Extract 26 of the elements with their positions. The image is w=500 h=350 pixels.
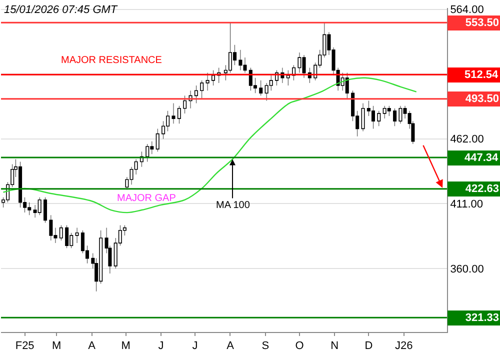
y-tick-label: 564.00 xyxy=(450,4,484,16)
annotation: MA 100 xyxy=(216,200,250,211)
ref-line-label: 321.33 xyxy=(465,312,499,324)
y-tick-label: 360.00 xyxy=(450,263,484,276)
x-tick-label: A xyxy=(88,340,96,350)
annotation: 15/01/2026 07:45 GMT xyxy=(4,4,118,16)
x-tick-label: O xyxy=(295,340,304,350)
x-tick-label: J xyxy=(192,340,198,350)
x-tick-label: J26 xyxy=(395,340,413,350)
x-tick-label: M xyxy=(52,340,62,350)
ref-line-label: 422.63 xyxy=(465,183,499,195)
ref-line-label: 553.50 xyxy=(465,17,499,29)
y-tick-label: 411.00 xyxy=(450,198,484,211)
ref-line-label: 512.54 xyxy=(464,69,499,81)
x-tick-label: M xyxy=(121,340,130,350)
annotation: MAJOR GAP xyxy=(117,193,176,204)
x-tick-label: S xyxy=(262,340,270,350)
x-tick-label: J xyxy=(158,340,164,350)
ref-line-label: 447.34 xyxy=(464,152,499,164)
x-tick-label: A xyxy=(226,340,235,350)
x-tick-label: N xyxy=(330,340,339,350)
y-tick-label: 462.00 xyxy=(450,134,484,146)
x-tick-label: F25 xyxy=(15,340,34,350)
ref-line-label: 493.50 xyxy=(465,93,499,105)
annotation: MAJOR RESISTANCE xyxy=(61,55,162,66)
x-tick-label: D xyxy=(364,340,373,350)
